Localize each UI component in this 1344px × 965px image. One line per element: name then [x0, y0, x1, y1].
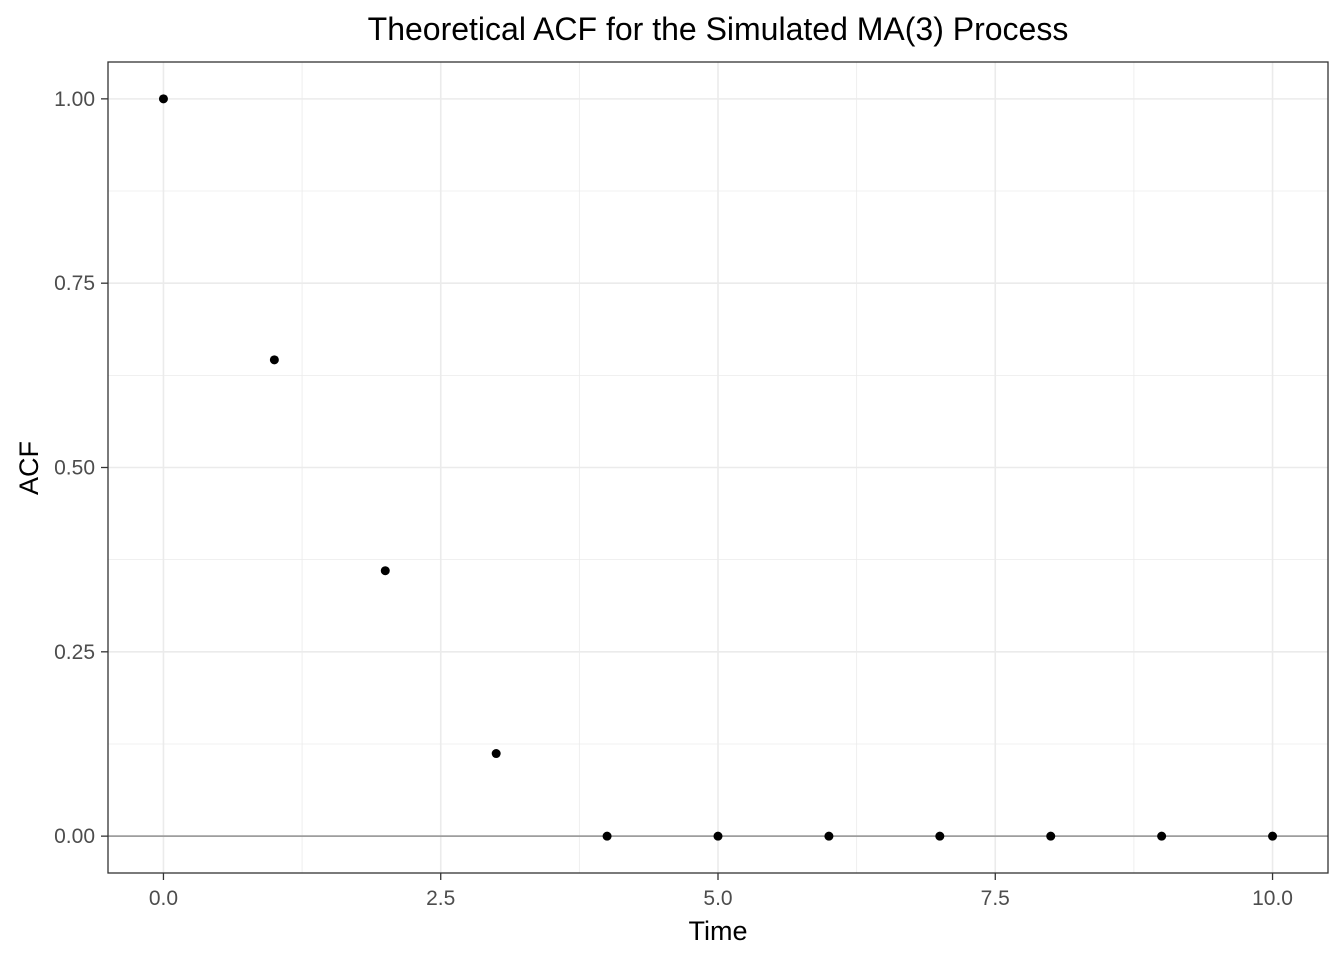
- y-tick-label: 0.00: [54, 825, 95, 848]
- acf-data-point: [713, 831, 723, 841]
- acf-data-point: [491, 749, 501, 759]
- x-tick-label: 5.0: [703, 887, 732, 910]
- acf-data-point: [380, 566, 390, 576]
- x-tick-label: 10.0: [1252, 887, 1293, 910]
- acf-data-point: [1268, 831, 1278, 841]
- acf-data-point: [269, 355, 279, 365]
- acf-data-point: [935, 831, 945, 841]
- y-tick-label: 0.75: [54, 272, 95, 295]
- acf-data-point: [824, 831, 834, 841]
- x-tick-label: 0.0: [149, 887, 178, 910]
- acf-data-point: [1157, 831, 1167, 841]
- x-tick-label: 2.5: [426, 887, 455, 910]
- grid-lines: [108, 62, 1328, 873]
- acf-data-point: [158, 94, 168, 104]
- y-tick-label: 0.50: [54, 457, 95, 480]
- y-tick-label: 1.00: [54, 88, 95, 111]
- acf-data-point: [602, 831, 612, 841]
- chart-title: Theoretical ACF for the Simulated MA(3) …: [368, 11, 1069, 47]
- axis-ticks: 0.0 2.5 5.0 7.5 10.0 0.00 0.25 0.50 0.75 1.00: [54, 88, 1293, 910]
- x-tick-label: 7.5: [981, 887, 1010, 910]
- acf-data-point: [1046, 831, 1056, 841]
- y-axis-label: ACF: [14, 441, 44, 495]
- data-points: [158, 94, 1278, 841]
- x-axis-label: Time: [689, 916, 748, 946]
- y-tick-label: 0.25: [54, 641, 95, 664]
